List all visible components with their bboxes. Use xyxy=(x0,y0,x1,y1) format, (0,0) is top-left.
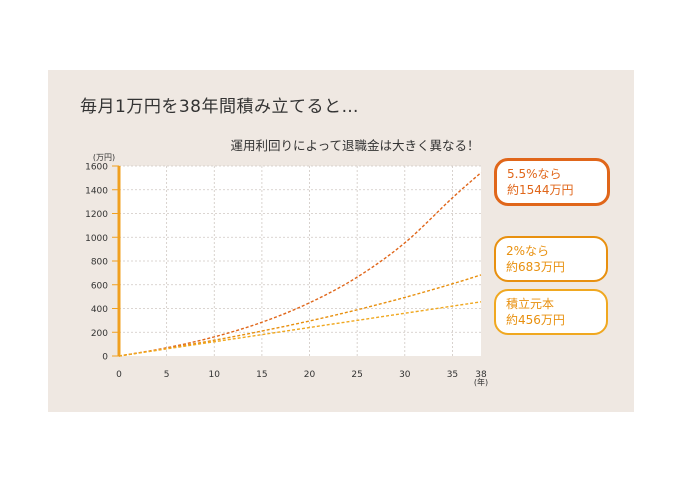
y-tick-label: 0 xyxy=(102,353,108,363)
y-tick-label: 1200 xyxy=(85,210,108,220)
grid-lines xyxy=(119,165,481,356)
y-tick-label: 1600 xyxy=(85,163,108,173)
callout-2-percent-line2: 約683万円 xyxy=(506,260,565,274)
callout-2-percent: 2%なら 約683万円 xyxy=(494,236,608,282)
x-tick-label: 5 xyxy=(164,370,170,380)
y-tick-label: 1000 xyxy=(85,234,108,244)
x-tick-label: 15 xyxy=(256,370,267,380)
series-line-0 xyxy=(118,172,482,357)
x-axis-label: (年) xyxy=(474,377,488,387)
callout-5-5-percent: 5.5%なら 約1544万円 xyxy=(494,158,610,206)
page-title: 毎月1万円を38年間積み立てると… xyxy=(80,97,359,117)
y-tick-label: 600 xyxy=(91,281,108,291)
callout-principal-line1: 積立元本 xyxy=(506,297,555,311)
x-tick-label: 30 xyxy=(399,370,411,380)
y-tick-label: 400 xyxy=(91,305,108,315)
chart-title: 運用利回りによって退職金は大きく異なる！ xyxy=(230,138,479,153)
y-tick-label: 800 xyxy=(91,258,108,268)
tick-labels: 0 200 400 600 800 1000 1200 1400 1600 0 5 10 15 20 25 3… xyxy=(85,163,487,381)
callout-5-5-percent-line2: 約1544万円 xyxy=(507,183,574,197)
callout-2-percent-line1: 2%なら xyxy=(506,244,550,258)
x-tick-label: 25 xyxy=(351,370,362,380)
series-lines xyxy=(118,172,482,357)
x-tick-label: 35 xyxy=(447,370,458,380)
callout-principal-line2: 約456万円 xyxy=(506,313,565,327)
x-tick-label: 0 xyxy=(116,370,122,380)
y-axis-label: (万円) xyxy=(93,153,115,162)
x-tick-label: 38 xyxy=(475,370,487,380)
x-tick-label: 20 xyxy=(304,370,316,380)
y-tick-label: 200 xyxy=(91,329,108,339)
callout-principal: 積立元本 約456万円 xyxy=(494,289,608,335)
x-tick-label: 10 xyxy=(209,370,221,380)
series-line-2 xyxy=(118,301,482,357)
y-tick-label: 1400 xyxy=(85,186,108,196)
callout-5-5-percent-line1: 5.5%なら xyxy=(507,167,562,181)
